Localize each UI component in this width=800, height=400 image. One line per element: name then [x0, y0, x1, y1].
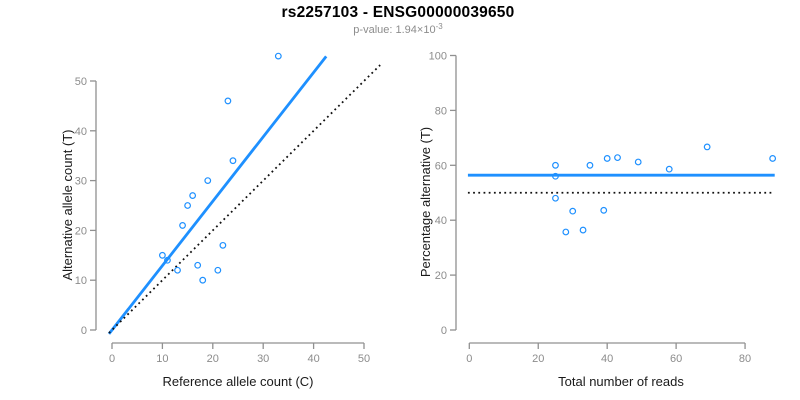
data-point — [586, 161, 594, 169]
x-tick-label: 60 — [670, 353, 682, 365]
data-point — [174, 266, 181, 274]
x-tick-label: 0 — [466, 353, 472, 365]
data-point — [665, 165, 673, 173]
y-tick-label: 20 — [435, 270, 447, 282]
pvalue-exponent: -3 — [435, 22, 443, 31]
data-point — [600, 206, 608, 214]
left-x-axis-title: Reference allele count (C) — [162, 374, 313, 389]
x-tick-label: 80 — [739, 353, 751, 365]
data-point — [214, 266, 222, 274]
data-point — [189, 192, 197, 199]
y-tick-label: 40 — [75, 126, 87, 138]
identity-line — [108, 64, 381, 334]
y-tick-label: 60 — [435, 160, 447, 172]
data-point — [552, 172, 559, 180]
right-y-axis-title: Percentage alternative (T) — [418, 127, 433, 277]
y-tick-label: 40 — [435, 215, 447, 227]
y-tick-label: 50 — [75, 76, 87, 88]
data-point — [552, 194, 559, 202]
x-tick-label: 10 — [156, 353, 168, 365]
x-tick-label: 20 — [207, 353, 219, 365]
y-tick-label: 0 — [441, 325, 447, 337]
data-point — [614, 154, 621, 162]
data-point — [164, 256, 171, 264]
y-tick-label: 80 — [435, 105, 447, 117]
x-tick-label: 0 — [109, 353, 115, 365]
fit-line — [107, 55, 328, 335]
y-tick-label: 100 — [429, 51, 447, 63]
data-point — [562, 228, 570, 236]
x-tick-label: 30 — [257, 353, 269, 365]
data-point — [603, 155, 611, 162]
data-point — [769, 155, 777, 162]
pvalue-subtitle: p-value: 1.94×10-3 — [0, 22, 796, 36]
data-point — [224, 97, 232, 105]
pvalue-text: p-value: 1.94×10 — [353, 24, 436, 36]
data-point — [229, 157, 237, 165]
data-point — [219, 241, 227, 249]
data-point — [634, 158, 642, 166]
x-tick-label: 40 — [307, 353, 319, 365]
x-tick-label: 20 — [532, 353, 544, 365]
figure-title: rs2257103 - ENSG00000039650 — [281, 4, 515, 21]
data-point — [199, 276, 207, 284]
x-tick-label: 40 — [601, 353, 613, 365]
data-point — [569, 207, 577, 215]
y-tick-label: 10 — [75, 275, 87, 287]
data-point — [204, 177, 212, 185]
data-point — [184, 202, 192, 209]
right-x-axis-title: Total number of reads — [558, 374, 684, 389]
y-tick-label: 30 — [75, 176, 87, 188]
data-point — [158, 251, 166, 259]
left-y-axis-title: Alternative allele count (T) — [60, 129, 75, 280]
x-tick-label: 50 — [358, 353, 370, 365]
data-point — [274, 52, 282, 60]
left-panel: 0 10 20 30 40 50 0 10 20 30 40 50 Reference allele … — [60, 52, 381, 389]
y-tick-label: 20 — [75, 225, 87, 237]
data-point — [579, 226, 587, 234]
data-point — [703, 143, 711, 151]
y-tick-label: 0 — [81, 325, 87, 337]
data-point — [552, 161, 559, 169]
data-point — [179, 222, 186, 229]
data-point — [194, 261, 202, 269]
right-panel: 0 20 40 60 80 100 0 20 40 60 80 Total number of re… — [418, 51, 777, 389]
